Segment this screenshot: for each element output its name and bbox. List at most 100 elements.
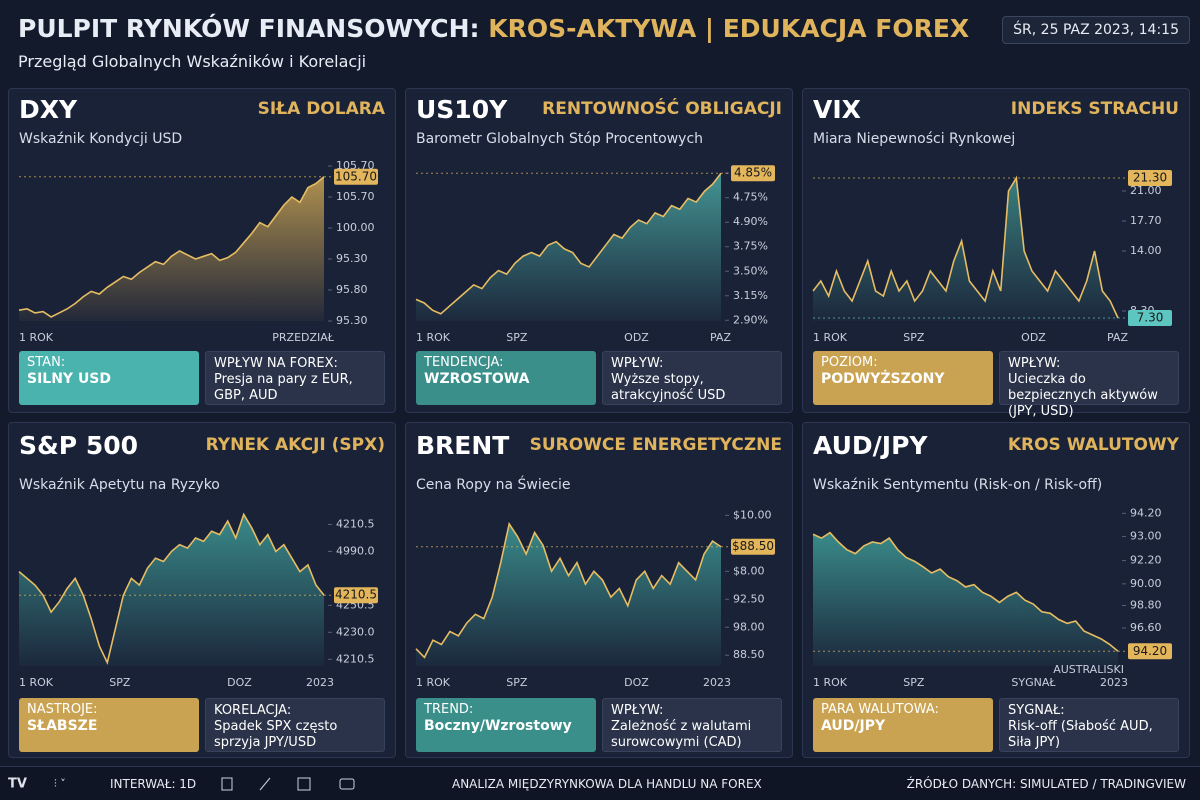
y-tick-label: 14.00 xyxy=(1130,244,1162,257)
price-badge-label: 4210.5 xyxy=(335,588,377,602)
x-tick-label: 2023 xyxy=(703,676,731,689)
panel-tag: SUROWCE ENERGETYCZNE xyxy=(529,435,782,455)
price-badge xyxy=(731,538,775,555)
panel-tag: RENTOWNOŚĆ OBLIGACJI xyxy=(542,99,782,119)
panel-subtitle: Wskaźnik Sentymentu (Risk-on / Risk-off) xyxy=(813,477,1103,493)
mini-chart: 4.85%4.75%4.90%3.75%3.50%3.15%2.90%4.85%… xyxy=(415,165,775,344)
panel-name: AUD/JPY xyxy=(813,431,928,460)
info-value: Spadek SPX często sprzyja JPY/USD xyxy=(214,719,338,750)
info-box: TENDENCJA: WZROSTOWA xyxy=(416,351,596,405)
x-tick-label: PAZ xyxy=(1107,331,1128,344)
x-tick-label: 1 ROK xyxy=(19,331,54,344)
toolbar-icons[interactable]: TV ⫶ ˅ xyxy=(8,775,88,793)
line xyxy=(415,172,722,315)
info-label: SYGNAŁ: xyxy=(1008,703,1065,718)
x-tick-label: 2023 xyxy=(1100,676,1128,689)
interval[interactable]: INTERWAŁ: 1D xyxy=(110,777,197,791)
panel-name: DXY xyxy=(19,95,78,124)
mini-chart: $10.00 $8.00 92.50 98.00 88.50 $88.50 1 ROK SPZ… xyxy=(415,508,775,689)
info-value: WZROSTOWA xyxy=(424,371,530,387)
info-box: PARA WALUTOWA: AUD/JPY xyxy=(813,698,993,752)
price-badge xyxy=(334,168,378,185)
info-label: TENDENCJA: xyxy=(424,355,504,370)
info-box: WPŁYW NA FOREX: Presja na pary z EUR, GBP… xyxy=(205,351,385,405)
y-tick-label: 95.80 xyxy=(336,283,368,296)
price-badge-label: $88.50 xyxy=(732,539,774,553)
panel-tag: INDEKS STRACHU xyxy=(1010,99,1179,119)
panel-name: BRENT xyxy=(416,431,510,460)
y-tick-label: 94.20 xyxy=(1130,506,1162,519)
panel-name: S&P 500 xyxy=(19,431,139,460)
y-tick-label: 4990.0 xyxy=(336,544,375,557)
area xyxy=(19,176,324,321)
svg-text:TV: TV xyxy=(8,777,27,792)
y-tick-label: 98.00 xyxy=(733,620,765,633)
mini-chart: 105.70105.70100.0095.3095.8095.30105.701… xyxy=(18,159,378,344)
info-label: WPŁYW: xyxy=(611,356,664,371)
info-box: KORELACJA: Spadek SPX często sprzyja JPY/… xyxy=(205,698,385,752)
x-tick-label: DOZ xyxy=(624,676,649,689)
area xyxy=(416,173,721,321)
info-label: PARA WALUTOWA: xyxy=(821,702,939,717)
y-tick-label: 90.00 xyxy=(1130,577,1162,590)
panel: S&P 500 RYNEK AKCJI (SPX) Wskaźnik Apetytu… xyxy=(8,422,396,758)
y-tick-label: 98.80 xyxy=(1130,599,1162,612)
price-badge-label: 105.70 xyxy=(335,169,377,183)
panel-subtitle: Miara Niepewności Rynkowej xyxy=(813,131,1016,147)
panel-tag: SIŁA DOLARA xyxy=(257,99,385,119)
panel: VIX INDEKS STRACHU Miara Niepewności Rynko… xyxy=(802,88,1190,419)
info-value: AUD/JPY xyxy=(821,718,886,734)
area xyxy=(813,178,1118,321)
x-tick-label: ODZ xyxy=(1021,331,1046,344)
y-tick-label: 105.70 xyxy=(336,159,375,172)
panel-tag: KROS WALUTOWY xyxy=(1007,435,1179,455)
x-tick-label: PRZEDZIAŁ xyxy=(272,331,335,344)
info-value: Wyższe stopy, atrakcyjność USD xyxy=(611,372,726,403)
price-badge xyxy=(334,587,378,604)
y-tick-label: 93.00 xyxy=(1130,530,1162,543)
x-tick-label: SPZ xyxy=(109,676,131,689)
line xyxy=(812,531,1119,652)
info-box: WPŁYW: Wyższe stopy, atrakcyjność USD xyxy=(602,351,782,405)
y-tick-label: 17.70 xyxy=(1130,214,1162,227)
line xyxy=(812,175,1119,319)
x-tick-label: SPZ xyxy=(506,331,528,344)
panel-subtitle: Wskaźnik Apetytu na Ryzyko xyxy=(19,477,220,493)
line xyxy=(18,512,325,666)
area xyxy=(416,523,721,666)
price-badge-label: 21.30 xyxy=(1133,171,1167,185)
info-box: TREND: Boczny/Wzrostowy xyxy=(416,698,596,752)
info-value: SILNY USD xyxy=(27,371,112,387)
title-main: PULPIT RYNKÓW FINANSOWYCH: xyxy=(18,14,480,43)
mini-chart: 94.20 93.00 92.20 90.00 98.80 96.60 94.20 1 ROK… xyxy=(812,506,1172,689)
info-label: STAN: xyxy=(27,355,66,370)
info-value: Boczny/Wzrostowy xyxy=(424,718,572,734)
panel-name: US10Y xyxy=(416,95,508,124)
y-tick-label: 3.15% xyxy=(733,289,768,302)
subtitle: Przegląd Globalnych Wskaźników i Korelac… xyxy=(18,52,367,71)
panel-name: VIX xyxy=(813,95,861,124)
footer: TV ⫶ ˅ INTERWAŁ: 1D ANALIZA MIĘDZYRYNKOWA… xyxy=(0,766,1200,800)
svg-text:⫶ ˅: ⫶ ˅ xyxy=(54,777,66,790)
area xyxy=(19,514,324,666)
line xyxy=(18,176,325,318)
x-tick-label: SPZ xyxy=(903,331,925,344)
source: ŹRÓDŁO DANYCH: SIMULATED / TRADINGVIEW xyxy=(906,777,1186,791)
price-badge-label: 7.30 xyxy=(1137,311,1164,325)
tool-icons[interactable] xyxy=(220,775,370,793)
info-label: WPŁYW: xyxy=(611,703,664,718)
y-tick-label: 3.75% xyxy=(733,240,768,253)
y-tick-label: 95.30 xyxy=(336,314,368,327)
panel: DXY SIŁA DOLARA Wskaźnik Kondycji USD 105.7… xyxy=(8,88,396,413)
panel-subtitle: Cena Ropy na Świecie xyxy=(416,477,571,493)
x-tick-label: PAZ xyxy=(710,331,731,344)
title: PULPIT RYNKÓW FINANSOWYCH: KROS-AKTYWA |… xyxy=(18,14,969,43)
footer-center: ANALIZA MIĘDZYRYNKOWA DLA HANDLU NA FORE… xyxy=(452,777,762,791)
info-box: WPŁYW: Ucieczka do bezpiecznych aktywów (… xyxy=(999,351,1179,419)
y-tick-label: 92.20 xyxy=(1130,554,1162,567)
line xyxy=(415,521,722,659)
x-tick-label: SPZ xyxy=(506,676,528,689)
